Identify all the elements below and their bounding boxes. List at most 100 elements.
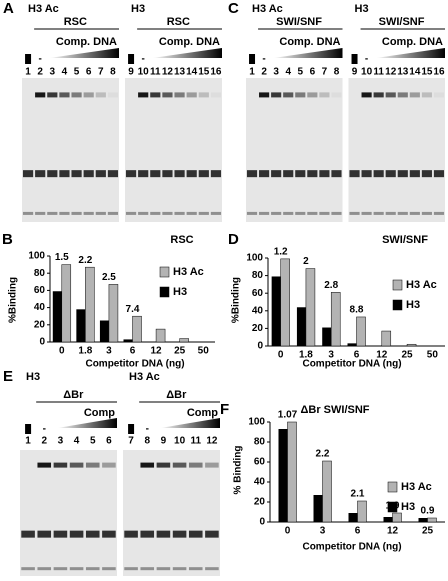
y-tick-label: 60	[254, 457, 266, 468]
bar	[85, 266, 95, 343]
lane-number: 1	[25, 436, 31, 447]
complex-band	[83, 92, 94, 98]
free-dna-band	[59, 170, 70, 178]
bar	[330, 292, 341, 347]
bottom-band	[37, 567, 52, 571]
y-axis-label: %Binding	[231, 277, 242, 323]
lane-number: 14	[186, 67, 198, 78]
free-dna-band	[21, 530, 35, 538]
lane-number: 4	[285, 67, 291, 78]
complex-band	[188, 462, 203, 468]
free-dna-band	[188, 530, 203, 538]
complex-band	[108, 92, 118, 97]
gel-image	[20, 450, 117, 576]
lane-number: 12	[385, 67, 397, 78]
gel-image	[125, 78, 222, 222]
lane-number: 9	[161, 436, 167, 447]
bar	[427, 517, 437, 523]
free-dna-band	[35, 170, 46, 178]
complex-band	[71, 92, 82, 98]
y-tick-label: 100	[28, 251, 45, 262]
bottom-band	[124, 567, 138, 571]
no-protein-marker	[249, 54, 256, 64]
panel-letter: D	[228, 231, 239, 248]
y-tick-label: 40	[252, 305, 264, 316]
enzyme-label: RSC	[64, 16, 87, 28]
bar	[392, 512, 402, 523]
bottom-band	[156, 567, 171, 571]
free-dna-band	[172, 530, 187, 538]
minus-label: -	[365, 54, 368, 65]
competitor-label: Comp. DNA	[279, 36, 340, 48]
wedge	[160, 418, 220, 428]
bar	[179, 338, 189, 343]
lane-number: 6	[310, 67, 316, 78]
bottom-band	[83, 211, 94, 215]
lane-number: 9	[352, 67, 358, 78]
enzyme-label: ΔBr	[166, 389, 187, 401]
wedge	[152, 48, 222, 58]
complex-band	[198, 92, 209, 98]
lane-number: 2	[261, 67, 267, 78]
bar	[347, 343, 357, 346]
x-axis-label: Competitor DNA (ng)	[85, 359, 184, 370]
bar	[305, 268, 316, 347]
free-dna-band	[210, 170, 222, 178]
complex-band	[409, 92, 420, 98]
complex-band	[186, 92, 197, 98]
competitor-label: Comp. DNA	[159, 36, 220, 48]
free-dna-band	[85, 530, 100, 538]
lane-number: 15	[198, 67, 210, 78]
legend-swatch	[159, 266, 170, 278]
no-protein-marker	[128, 54, 135, 64]
lane-number: 12	[162, 67, 174, 78]
legend-swatch	[387, 501, 398, 513]
wedge	[57, 418, 117, 428]
free-dna-band	[47, 170, 58, 178]
x-tick-label: 0	[278, 350, 284, 361]
bottom-band	[409, 211, 420, 215]
bottom-band	[283, 211, 294, 215]
bottom-band	[186, 211, 197, 215]
y-tick-label: 20	[34, 319, 46, 330]
complex-band	[259, 92, 270, 98]
bottom-band	[307, 211, 318, 215]
free-dna-band	[331, 170, 342, 178]
gel-image	[22, 78, 119, 222]
complex-band	[283, 92, 294, 98]
lane-number: 3	[273, 67, 279, 78]
free-dna-band	[69, 530, 84, 538]
bar	[132, 315, 142, 343]
bottom-band	[53, 567, 68, 571]
bar	[278, 429, 288, 522]
no-protein-marker	[25, 54, 32, 64]
enzyme-label: SWI/SNF	[379, 16, 425, 28]
x-axis-label: Competitor DNA (ng)	[302, 542, 401, 553]
complex-band	[174, 92, 185, 98]
bottom-band	[349, 211, 360, 215]
free-dna-band	[125, 170, 137, 178]
bottom-band	[198, 211, 209, 215]
bottom-band	[246, 211, 258, 215]
complex-band	[162, 92, 173, 98]
free-dna-band	[95, 170, 106, 178]
bottom-band	[397, 211, 408, 215]
ratio-annotation: 2	[303, 256, 309, 267]
bottom-band	[271, 211, 282, 215]
lane-number: 11	[150, 67, 161, 78]
complex-band	[271, 92, 282, 98]
bottom-band	[421, 211, 432, 215]
gel-image	[123, 450, 220, 576]
lane-number: 6	[106, 436, 112, 447]
legend-swatch	[387, 481, 398, 493]
gel-image	[348, 78, 445, 222]
y-tick-label: 20	[252, 323, 264, 334]
complex-band	[434, 92, 444, 97]
bottom-band	[331, 211, 342, 215]
y-tick-label: 0	[39, 337, 45, 348]
x-axis-label: Competitor DNA (ng)	[302, 359, 401, 370]
x-tick-label: 50	[198, 346, 210, 357]
complex-band	[95, 92, 106, 98]
complex-band	[421, 92, 432, 98]
bottom-band	[95, 211, 106, 215]
